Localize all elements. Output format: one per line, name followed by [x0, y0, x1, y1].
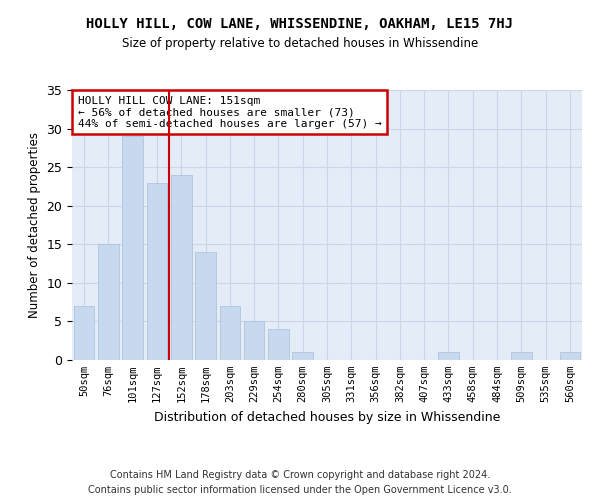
Bar — [268, 329, 289, 360]
Bar — [122, 136, 143, 360]
Text: HOLLY HILL, COW LANE, WHISSENDINE, OAKHAM, LE15 7HJ: HOLLY HILL, COW LANE, WHISSENDINE, OAKHA… — [86, 18, 514, 32]
Bar — [220, 306, 240, 360]
Text: HOLLY HILL COW LANE: 151sqm
← 56% of detached houses are smaller (73)
44% of sem: HOLLY HILL COW LANE: 151sqm ← 56% of det… — [77, 96, 382, 129]
Bar — [438, 352, 459, 360]
Bar — [292, 352, 313, 360]
Bar — [74, 306, 94, 360]
Text: Contains HM Land Registry data © Crown copyright and database right 2024.: Contains HM Land Registry data © Crown c… — [110, 470, 490, 480]
Bar — [146, 182, 167, 360]
Y-axis label: Number of detached properties: Number of detached properties — [28, 132, 41, 318]
Bar — [195, 252, 216, 360]
Text: Size of property relative to detached houses in Whissendine: Size of property relative to detached ho… — [122, 38, 478, 51]
X-axis label: Distribution of detached houses by size in Whissendine: Distribution of detached houses by size … — [154, 410, 500, 424]
Text: Contains public sector information licensed under the Open Government Licence v3: Contains public sector information licen… — [88, 485, 512, 495]
Bar — [511, 352, 532, 360]
Bar — [171, 175, 191, 360]
Bar — [244, 322, 265, 360]
Bar — [98, 244, 119, 360]
Bar — [560, 352, 580, 360]
